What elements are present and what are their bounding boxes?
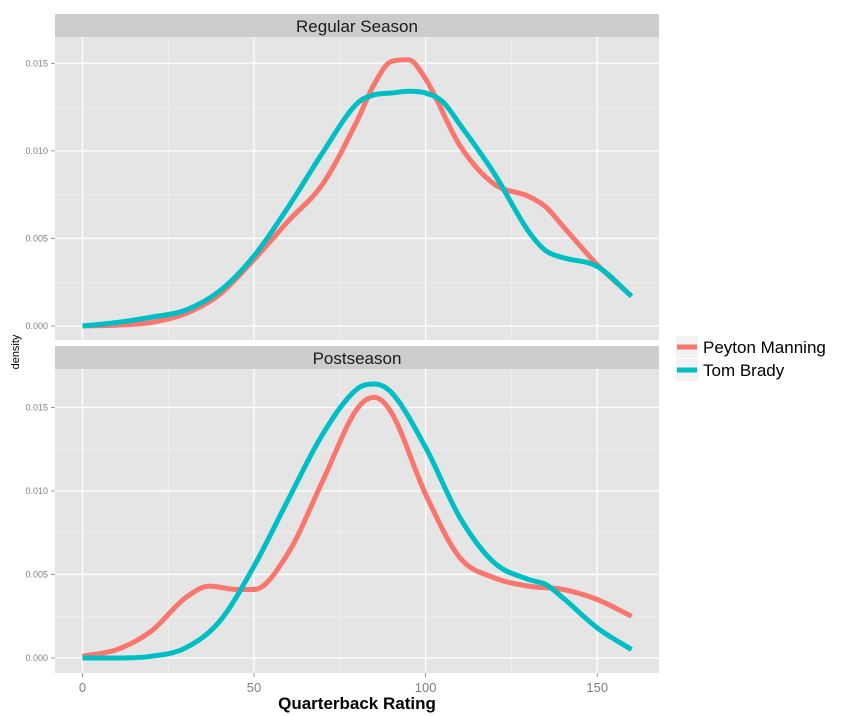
y-tick-label: 0.005 xyxy=(25,569,48,579)
y-tick-label: 0.005 xyxy=(25,233,48,243)
facet-strip-title: Postseason xyxy=(313,349,402,368)
legend-item-peyton-manning: Peyton Manning xyxy=(676,336,826,358)
x-tick-label: 150 xyxy=(586,680,608,695)
panel-background xyxy=(55,369,659,673)
facet-strip xyxy=(55,346,659,369)
facet-strip-title: Regular Season xyxy=(296,17,418,36)
panel-postseason: 0.000 0.005 0.010 0.015 Postseason xyxy=(25,346,659,673)
legend-label: Tom Brady xyxy=(703,361,785,380)
y-tick-label: 0.010 xyxy=(25,146,48,156)
y-axis-label: density xyxy=(10,334,22,369)
x-tick-label: 100 xyxy=(415,680,437,695)
y-tick-label: 0.000 xyxy=(25,321,48,331)
legend-label: Peyton Manning xyxy=(703,338,826,357)
density-line-tom-brady xyxy=(82,381,633,661)
x-axis: 0 50 100 150 xyxy=(79,673,608,695)
y-tick-label: 0.015 xyxy=(25,402,48,412)
y-tick-label: 0.010 xyxy=(25,486,48,496)
legend: Peyton Manning Tom Brady xyxy=(676,336,826,381)
legend-item-tom-brady: Tom Brady xyxy=(676,359,785,381)
y-tick-label: 0.015 xyxy=(25,58,48,68)
panel-background xyxy=(55,37,659,340)
density-line-peyton-manning xyxy=(81,394,633,659)
panel-regular-season: 0.000 0.005 0.010 0.015 Regular Season xyxy=(25,14,659,340)
density-line-peyton-manning xyxy=(82,57,634,329)
x-tick-label: 0 xyxy=(79,680,86,695)
x-axis-label: Quarterback Rating xyxy=(278,694,436,713)
y-tick-label: 0.000 xyxy=(25,653,48,663)
x-tick-label: 50 xyxy=(247,680,261,695)
facet-strip xyxy=(55,14,659,37)
density-line-tom-brady xyxy=(82,88,634,329)
